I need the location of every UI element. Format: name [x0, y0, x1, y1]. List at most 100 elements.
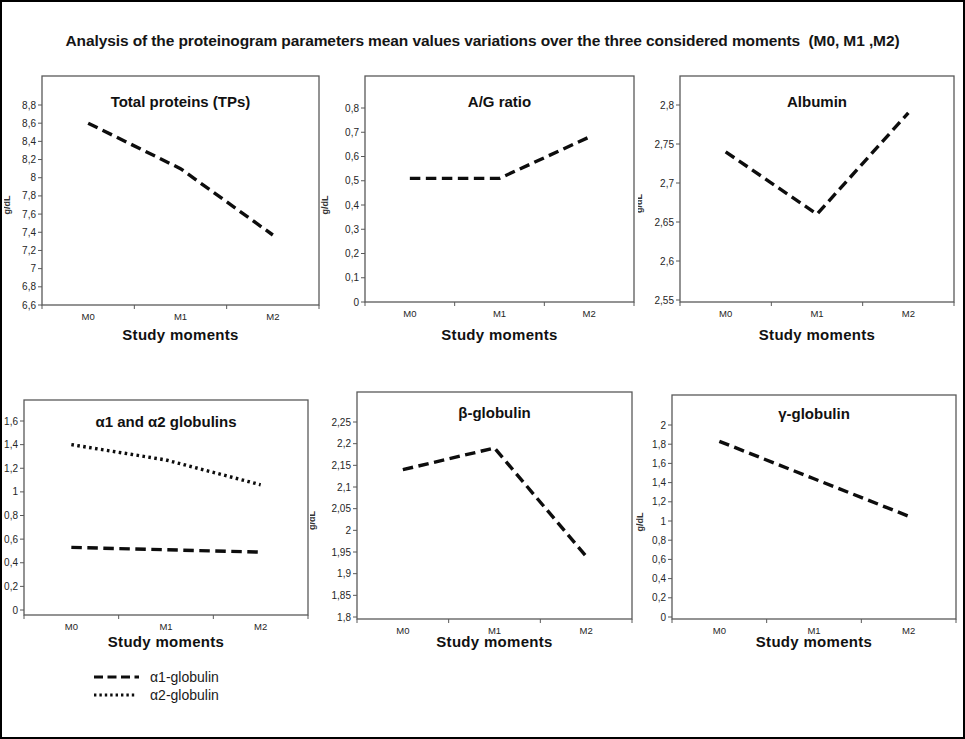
dotted-line-swatch — [92, 688, 140, 702]
plot-border — [672, 395, 956, 619]
y-tick-label: 1,6 — [652, 458, 666, 469]
y-tick-label: 2,6 — [660, 256, 674, 267]
x-tick-label: M1 — [159, 621, 172, 632]
x-axis-title: Study moments — [122, 326, 238, 343]
chart-title: A/G ratio — [468, 93, 531, 110]
y-tick-label: 1,4 — [4, 439, 18, 450]
legend-item-alpha1: α1-globulin — [92, 668, 219, 686]
chart-title: α1 and α2 globulins — [96, 413, 237, 430]
y-tick-label: 0,4 — [4, 557, 18, 568]
y-tick-label: 6,8 — [22, 281, 36, 292]
chart-albumin: 2,552,62,652,72,752,8M0M1M2Albuming/dLSt… — [638, 68, 958, 360]
y-tick-label: 6,6 — [22, 300, 36, 311]
y-tick-label: 0,2 — [345, 248, 359, 259]
y-tick-label: 2 — [660, 420, 666, 431]
x-tick-label: M1 — [174, 311, 187, 322]
y-tick-label: 1,85 — [332, 590, 352, 601]
chart-canvas: 00,20,40,60,811,21,41,61,82M0M1M2γ-globu… — [636, 386, 960, 666]
x-tick-label: M0 — [403, 308, 416, 319]
series-dashed-line — [71, 547, 260, 552]
y-tick-label: 0,3 — [345, 224, 359, 235]
x-tick-label: M2 — [266, 311, 279, 322]
y-tick-label: 7,4 — [22, 227, 36, 238]
y-tick-label: 7 — [30, 263, 36, 274]
y-tick-label: 0,8 — [345, 103, 359, 114]
y-tick-label: 2,8 — [660, 100, 674, 111]
y-tick-label: 1,8 — [337, 612, 351, 623]
series-dashed-line — [403, 448, 586, 556]
y-axis-title: g/dL — [638, 194, 644, 213]
y-tick-label: 7,8 — [22, 190, 36, 201]
y-tick-label: 2,55 — [655, 295, 675, 306]
y-tick-label: 2,2 — [337, 438, 351, 449]
y-tick-label: 8,4 — [22, 136, 36, 147]
chart-gamma-globulin: 00,20,40,60,811,21,41,61,82M0M1M2γ-globu… — [636, 386, 960, 666]
y-tick-label: 2,65 — [655, 217, 675, 228]
y-tick-label: 0,8 — [652, 535, 666, 546]
series-dashed-line — [88, 123, 273, 235]
x-axis-title: Study moments — [108, 633, 224, 650]
y-tick-label: 7,6 — [22, 209, 36, 220]
chart-canvas: 00,20,40,60,811,21,41,6M0M1M2α1 and α2 g… — [2, 386, 320, 666]
y-tick-label: 0 — [660, 612, 666, 623]
x-tick-label: M2 — [580, 625, 593, 636]
y-tick-label: 2,1 — [337, 482, 351, 493]
figure-frame: Analysis of the proteinogram parameters … — [0, 0, 965, 739]
y-tick-label: 2,25 — [332, 417, 352, 428]
x-tick-label: M2 — [254, 621, 267, 632]
x-tick-label: M2 — [902, 625, 915, 636]
y-tick-label: 2,05 — [332, 503, 352, 514]
y-tick-label: 1,8 — [652, 439, 666, 450]
y-axis-title: g/dL — [310, 511, 317, 530]
x-tick-label: M1 — [810, 308, 823, 319]
x-tick-label: M0 — [396, 625, 409, 636]
y-tick-label: 0,6 — [345, 151, 359, 162]
y-tick-label: 0,2 — [4, 581, 18, 592]
chart-title: γ-globulin — [778, 405, 850, 422]
legend-label-alpha1: α1-globulin — [150, 669, 219, 685]
series-dashed-line — [410, 137, 589, 178]
y-tick-label: 1 — [12, 486, 18, 497]
y-tick-label: 0,4 — [652, 573, 666, 584]
y-tick-label: 0,8 — [4, 510, 18, 521]
figure-title: Analysis of the proteinogram parameters … — [2, 32, 963, 50]
y-tick-label: 7,2 — [22, 245, 36, 256]
legend-item-alpha2: α2-globulin — [92, 686, 219, 704]
series-dashed-line — [726, 113, 909, 214]
series-dotted-line — [71, 445, 260, 485]
x-axis-title: Study moments — [441, 326, 557, 343]
chart-alpha-globulins: 00,20,40,60,811,21,41,6M0M1M2α1 and α2 g… — [2, 386, 320, 666]
x-tick-label: M0 — [82, 311, 95, 322]
y-tick-label: 2,15 — [332, 460, 352, 471]
chart-canvas: 00,10,20,30,40,50,60,70,8M0M1M2A/G ratio… — [320, 68, 648, 360]
x-tick-label: M1 — [493, 308, 506, 319]
y-tick-label: 0,7 — [345, 127, 359, 138]
y-tick-label: 0 — [12, 605, 18, 616]
chart-ag-ratio: 00,10,20,30,40,50,60,70,8M0M1M2A/G ratio… — [320, 68, 648, 360]
chart-title: Total proteins (TPs) — [111, 93, 251, 110]
y-tick-label: 0,5 — [345, 175, 359, 186]
y-tick-label: 1 — [660, 516, 666, 527]
y-tick-label: 1,2 — [652, 496, 666, 507]
x-axis-title: Study moments — [759, 326, 875, 343]
x-tick-label: M2 — [583, 308, 596, 319]
y-tick-label: 1,2 — [4, 463, 18, 474]
legend-label-alpha2: α2-globulin — [150, 687, 219, 703]
dashed-line-swatch — [92, 670, 140, 684]
y-tick-label: 8 — [30, 172, 36, 183]
y-tick-label: 2,7 — [660, 178, 674, 189]
y-axis-title: g/dL — [320, 195, 330, 214]
chart-title: β-globulin — [458, 404, 530, 421]
chart-canvas: 2,552,62,652,72,752,8M0M1M2Albuming/dLSt… — [638, 68, 958, 360]
y-tick-label: 1,95 — [332, 547, 352, 558]
x-axis-title: Study moments — [436, 633, 552, 650]
y-tick-label: 1,4 — [652, 477, 666, 488]
y-tick-label: 0 — [353, 297, 359, 308]
y-tick-label: 1,9 — [337, 568, 351, 579]
plot-border — [42, 76, 319, 305]
y-tick-label: 2 — [345, 525, 351, 536]
x-tick-label: M0 — [719, 308, 732, 319]
y-tick-label: 8,6 — [22, 118, 36, 129]
y-tick-label: 0,4 — [345, 200, 359, 211]
legend: α1-globulin α2-globulin — [92, 668, 219, 704]
